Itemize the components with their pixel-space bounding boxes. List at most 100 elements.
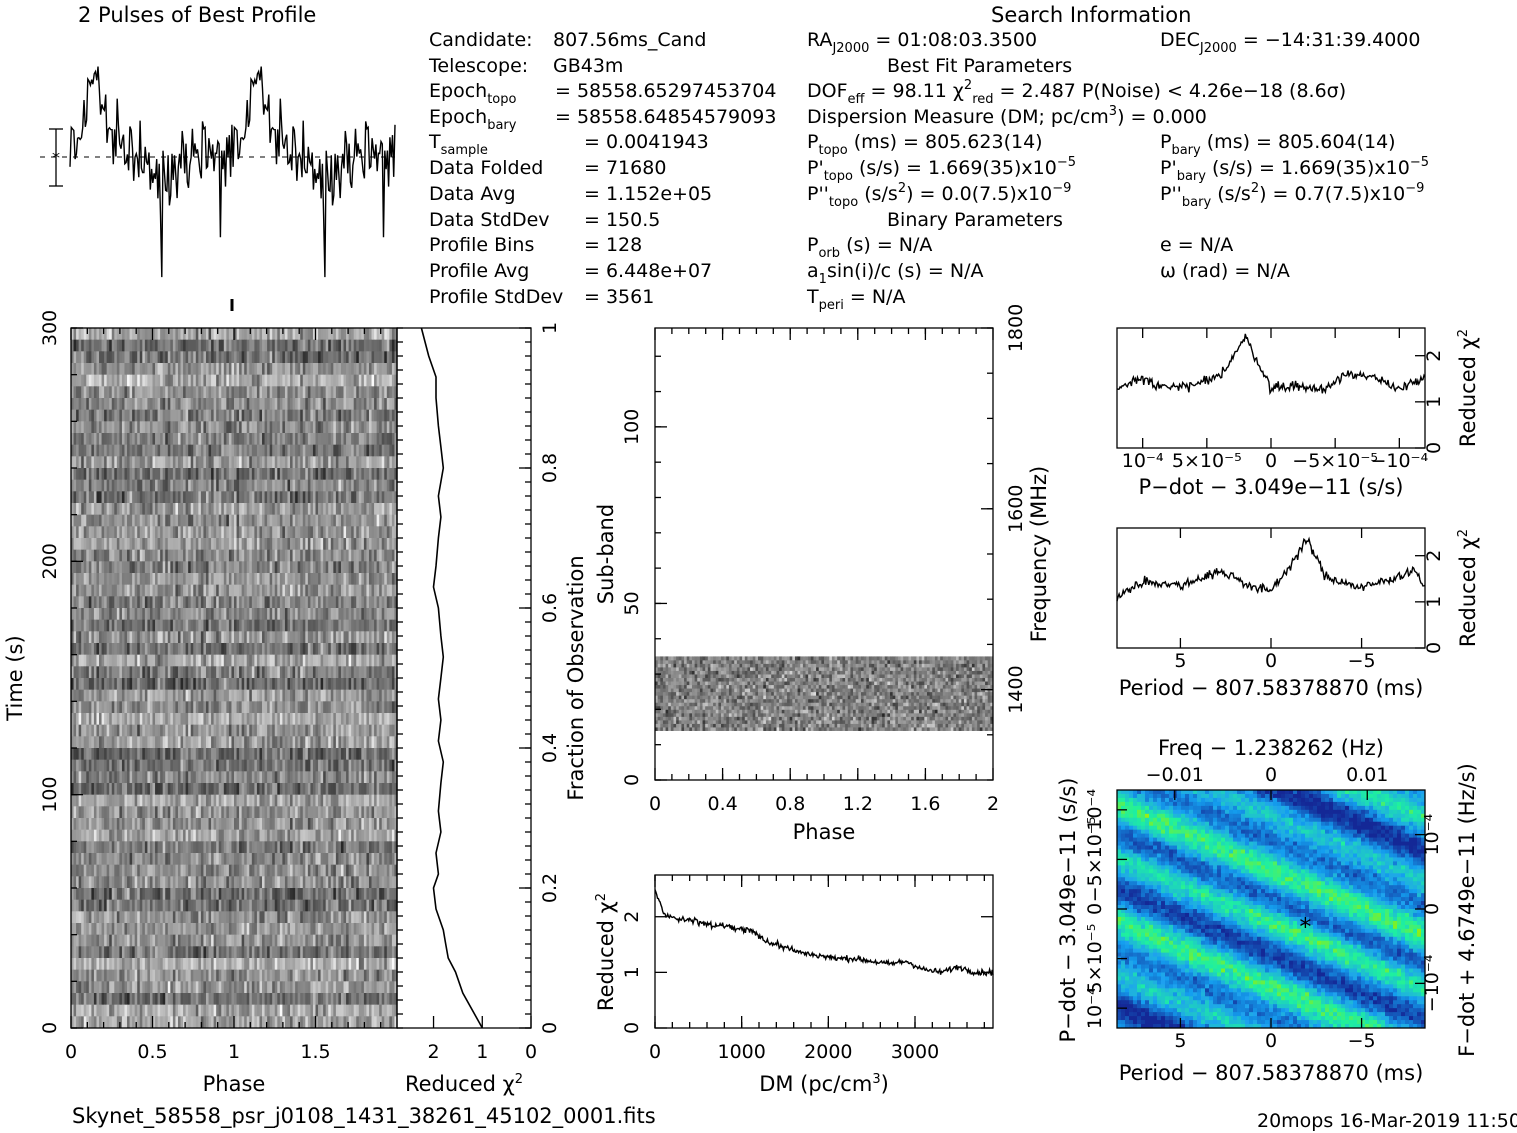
pixel [205,561,209,574]
pixel [356,654,360,667]
pixel [162,386,166,399]
pixel [78,468,82,481]
pixel [223,444,227,457]
pixel [244,596,248,609]
pixel [239,421,243,434]
pixel [262,538,265,551]
pixel [391,468,395,481]
pixel [88,351,92,364]
pixel [211,701,215,714]
pixel [147,654,151,667]
pixel [86,619,90,632]
pixel [389,596,393,609]
pixel [167,503,171,516]
pixel [221,573,225,586]
pixel [172,538,176,551]
pixel [241,573,245,586]
pixel [104,584,108,597]
pixel [88,584,92,597]
pixel [109,736,113,749]
pixel [134,643,138,656]
pixel [228,701,232,714]
pixel [114,596,118,609]
pixel [139,479,143,492]
pixel [73,514,77,527]
pixel [172,643,176,656]
pixel [81,748,85,761]
pixel [269,491,273,504]
pixel [356,549,360,562]
pixel [330,584,334,597]
pixel [379,678,383,691]
pixel [155,433,158,446]
pixel [302,666,306,679]
pixel [76,608,80,621]
pixel [249,386,253,399]
pixel [114,491,118,504]
pixel [218,713,222,726]
pixel [114,374,118,387]
pixel [137,643,141,656]
pixel [170,596,174,609]
pixel [78,444,82,457]
pixel [315,631,319,644]
pixel [300,386,304,399]
pixel [88,713,92,726]
pixel [356,701,360,714]
pixel [195,328,199,341]
pixel [228,409,232,422]
pixel [132,409,136,422]
pixel [330,701,334,714]
pixel [356,713,360,726]
pixel [228,654,232,667]
pixel [269,643,273,656]
pixel [93,619,97,632]
pixel [172,631,176,644]
pixel [111,573,115,586]
pixel [208,363,212,376]
pixel [353,491,357,504]
pixel [262,573,265,586]
pixel [249,713,253,726]
pixel [363,503,367,516]
pixel [295,444,299,457]
pixel [129,386,133,399]
pixel [376,444,380,457]
pixel [340,713,344,726]
pixel [267,386,271,399]
pixel [104,514,108,527]
pixel [162,339,166,352]
pixel [272,409,276,422]
pixel [124,724,128,737]
pixel [231,666,235,679]
pixel [244,643,248,656]
pixel [351,421,355,434]
pixel [259,771,263,784]
pixel [351,736,355,749]
pixel [381,526,385,539]
pixel [149,363,153,376]
pixel [277,654,281,667]
pixel [234,748,237,761]
pixel [116,363,120,376]
pixel [363,386,367,399]
pixel [111,526,115,539]
pixel [244,573,248,586]
pixel [81,421,85,434]
pixel [279,339,283,352]
pixel [177,363,181,376]
pixel [211,479,215,492]
pixel [386,491,390,504]
pixel [325,374,329,387]
pixel [292,444,296,457]
pixel [152,549,156,562]
pixel [346,573,350,586]
pixel [241,584,245,597]
pixel [223,701,227,714]
pixel [254,491,258,504]
pixel [348,689,352,702]
pixel [244,433,248,446]
pixel [272,538,276,551]
pixel [155,724,158,737]
pixel [216,748,220,761]
